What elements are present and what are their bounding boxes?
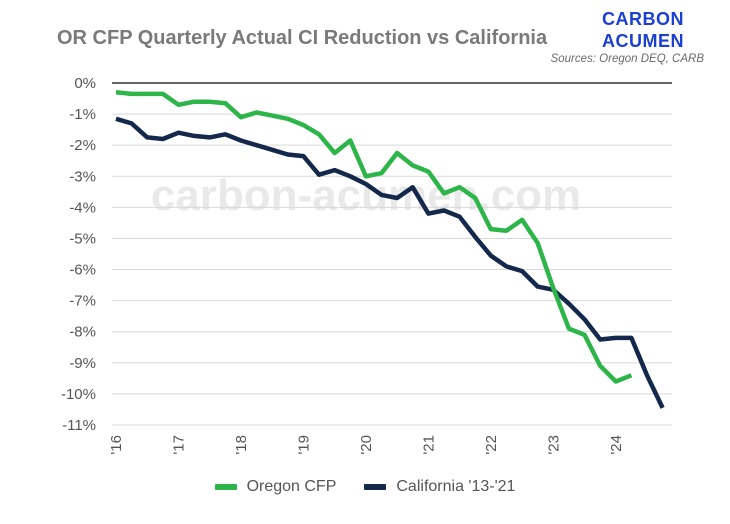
y-tick-label: -11% bbox=[62, 417, 96, 434]
x-tick-label: '17 bbox=[170, 435, 187, 455]
y-tick-label: -7% bbox=[69, 293, 96, 310]
watermark: carbon-acumen.com bbox=[151, 171, 581, 220]
legend-item-california: California '13-'21 bbox=[364, 478, 515, 496]
y-tick-label: -10% bbox=[61, 386, 96, 403]
grid-lines bbox=[112, 82, 672, 426]
legend-label-oregon: Oregon CFP bbox=[246, 478, 337, 495]
brand-logo-line2: ACUMEN bbox=[602, 31, 684, 51]
x-tick-label: '16 bbox=[108, 435, 125, 455]
legend-swatch-california bbox=[364, 484, 387, 490]
x-axis-ticks: '16 '17 '18 '19 '20 '21 '22 '23 '24 bbox=[108, 435, 625, 455]
y-tick-label: -8% bbox=[69, 324, 96, 341]
x-tick-label: '22 bbox=[483, 435, 500, 455]
brand-block: CARBON ACUMEN Sources: Oregon DEQ, CARB bbox=[551, 8, 704, 65]
brand-logo-line1: CARBON bbox=[602, 9, 684, 29]
x-tick-label: '19 bbox=[295, 435, 312, 455]
y-tick-label: -9% bbox=[69, 355, 96, 372]
y-tick-label: -2% bbox=[69, 137, 96, 154]
y-tick-label: -4% bbox=[69, 199, 96, 216]
x-tick-label: '24 bbox=[608, 435, 625, 455]
legend-item-oregon: Oregon CFP bbox=[214, 478, 337, 496]
y-tick-label: -5% bbox=[69, 230, 96, 247]
sources-note: Sources: Oregon DEQ, CARB bbox=[550, 53, 704, 65]
chart-title: OR CFP Quarterly Actual CI Reduction vs … bbox=[57, 27, 548, 49]
legend-label-california: California '13-'21 bbox=[396, 478, 516, 495]
x-tick-label: '21 bbox=[420, 435, 437, 455]
x-tick-label: '23 bbox=[545, 435, 562, 455]
oregon-cfp-line bbox=[115, 90, 633, 384]
y-tick-label: -1% bbox=[69, 106, 96, 123]
legend: Oregon CFP California '13-'21 bbox=[0, 478, 730, 496]
y-axis-ticks: 0% -1% -2% -3% -4% -5% -6% -7% -8% -9% -10% -11% bbox=[61, 75, 96, 434]
legend-swatch-oregon bbox=[214, 484, 237, 490]
x-tick-label: '18 bbox=[233, 435, 250, 455]
y-tick-label: -6% bbox=[69, 262, 96, 279]
x-tick-label: '20 bbox=[358, 435, 375, 455]
y-tick-label: 0% bbox=[74, 75, 96, 92]
y-tick-label: -3% bbox=[69, 168, 96, 185]
series-lines bbox=[115, 90, 665, 409]
california-line bbox=[115, 116, 665, 409]
